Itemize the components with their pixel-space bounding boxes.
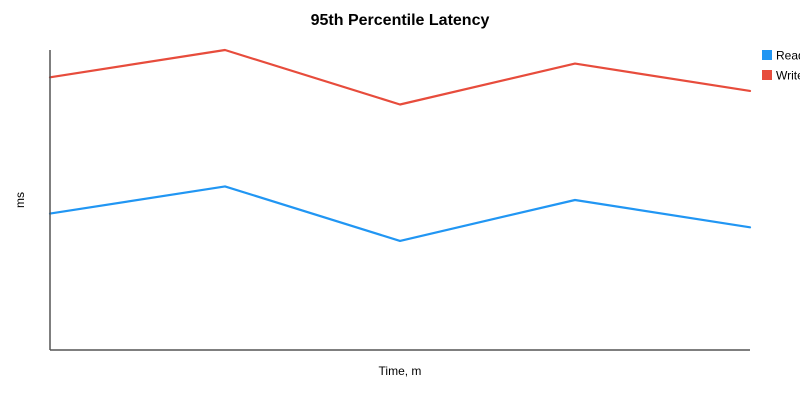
series-line-read bbox=[48, 185, 752, 242]
legend: Read Write bbox=[762, 49, 800, 83]
series-layer bbox=[48, 48, 752, 242]
legend-swatch-read bbox=[762, 50, 772, 60]
legend-label-write: Write bbox=[776, 69, 800, 83]
chart-title: 95th Percentile Latency bbox=[311, 12, 490, 29]
y-axis-label: ms bbox=[13, 192, 27, 208]
x-axis-label: Time, m bbox=[379, 364, 422, 378]
series-line-write bbox=[48, 48, 752, 106]
legend-swatch-write bbox=[762, 70, 772, 80]
legend-label-read: Read bbox=[776, 49, 800, 63]
